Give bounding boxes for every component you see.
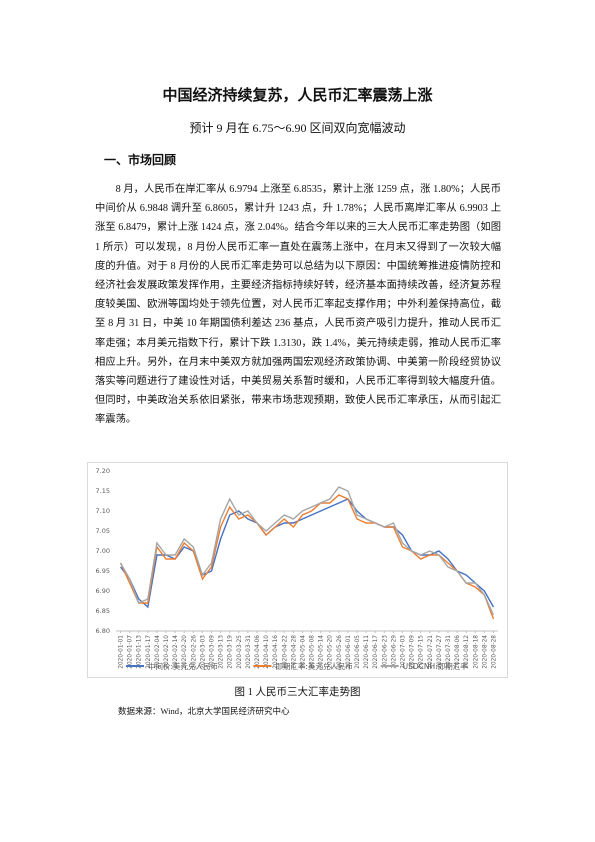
x-tick-label: 2020-03-13 [219,635,225,669]
x-tick-label: 2020-04-16 [273,635,279,669]
y-tick-label: 6.80 [96,627,110,635]
x-tick-label: 2020-04-10 [264,635,270,669]
x-tick-label: 2020-02-26 [191,635,197,669]
chart-frame: 6.80 6.85 6.90 6.95 7.00 7.05 7.10 7.15 7.20 2020… [87,462,508,678]
title: 中国经济持续复苏，人民币汇率震荡上涨 [162,86,433,104]
x-tick-label: 2020-06-01 [346,635,352,669]
x-tick-label: 2020-08-18 [473,635,479,669]
subtitle: 预计 9 月在 6.75～6.90 区间双向宽幅波动 [189,121,406,135]
x-tick-label: 2020-07-27 [437,635,443,669]
paragraph: 8 月，人民币在岸汇率从 6.9794 上涨至 6.8535，累计上涨 1259… [95,184,501,426]
x-tick-label: 2020-08-06 [455,635,461,669]
x-tick-label: 2020-04-22 [282,635,288,669]
x-tick-label: 2020-01-01 [119,635,125,669]
x-tick-label: 2020-03-09 [210,635,216,669]
section-heading: 一、市场回顾 [104,153,177,167]
x-tick-label: 2020-07-31 [446,635,452,669]
line-series [119,486,495,616]
y-tick-label: 7.20 [96,467,110,475]
x-tick-label: 2020-05-04 [300,635,306,669]
x-tick-label: 2020-07-15 [419,635,425,669]
x-tick-label: 2020-04-28 [291,635,297,669]
legend-label: 中间价:美元兑人民币 [148,661,218,671]
figure-caption: 图 1 人民币三大汇率走势图 [234,687,361,698]
x-tick-label: 2020-05-26 [337,635,343,669]
x-tick-label: 2020-02-14 [173,635,179,669]
x-tick-label: 2020-07-03 [401,635,407,669]
x-tick-label: 2020-08-12 [464,635,470,669]
y-tick-label: 7.00 [96,547,110,555]
x-tick-label: 2020-08-28 [491,635,497,669]
legend-label: 即期汇率:美元兑人民币 [275,661,353,671]
x-tick-label: 2020-05-20 [328,635,334,669]
x-tick-label: 2020-06-23 [382,635,388,669]
x-tick-label: 2020-01-13 [137,635,143,669]
x-tick-label: 2020-01-17 [146,635,152,669]
chart: 6.80 6.85 6.90 6.95 7.00 7.05 7.10 7.15 7.20 2020… [96,467,498,671]
x-tick-label: 2020-05-08 [310,635,316,669]
y-tick-label: 7.05 [96,527,110,535]
y-tick-label: 7.10 [96,507,110,515]
x-tick-label: 2020-07-21 [428,635,434,669]
figure-source: 数据来源：Wind，北京大学国民经济研究中心 [118,706,290,716]
x-tick-label: 2020-08-24 [482,635,488,669]
legend-label: USDCNH:即期汇率 [403,661,469,671]
y-tick-label: 6.95 [96,567,110,575]
x-tick-label: 2020-06-05 [355,635,361,669]
y-tick-label: 6.85 [96,607,110,615]
x-tick-label: 2020-03-25 [237,635,243,669]
x-tick-label: 2020-05-14 [319,635,325,669]
x-tick-label: 2020-06-17 [373,635,379,669]
line-series [119,494,495,620]
x-tick-label: 2020-01-07 [128,635,134,669]
x-tick-label: 2020-02-10 [164,635,170,669]
x-tick-label: 2020-03-03 [200,635,206,669]
x-tick-label: 2020-02-20 [182,635,188,669]
x-tick-label: 2020-03-19 [228,635,234,669]
y-tick-label: 7.15 [96,487,110,495]
x-tick-label: 2020-06-29 [391,635,397,669]
x-tick-label: 2020-06-11 [364,635,370,669]
x-tick-label: 2020-04-06 [255,635,261,669]
x-tick-label: 2020-02-04 [155,635,161,669]
y-tick-label: 6.90 [96,587,110,595]
x-tick-label: 2020-07-09 [410,635,416,669]
x-tick-label: 2020-03-31 [246,635,252,669]
